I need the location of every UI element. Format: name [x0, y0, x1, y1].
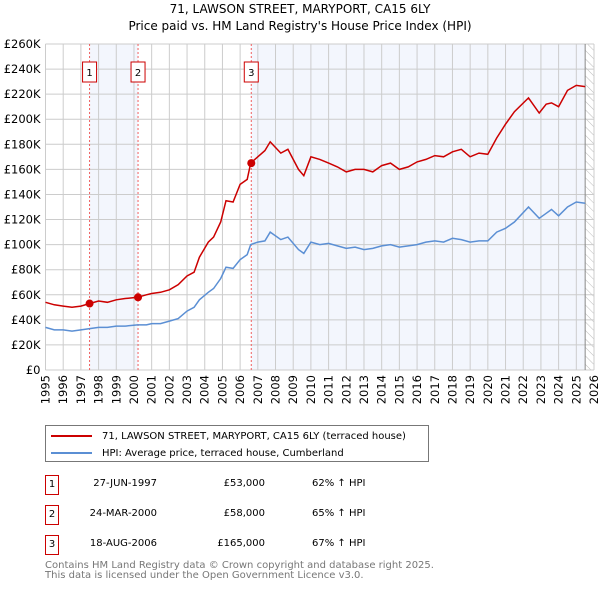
shaded-region-2 — [251, 44, 586, 370]
sale-marker-box-2 — [130, 61, 146, 83]
y-tick-label: £40K — [11, 313, 41, 327]
x-tick-label: 2015 — [392, 375, 406, 404]
price-chart: 1995 1996 1997 1998 1999 2000 2001 2002 2003 2004… — [4, 37, 600, 404]
x-tick-label: 2009 — [286, 375, 300, 404]
x-tick-label: 2010 — [304, 375, 318, 404]
sale-number-badge: 1 — [45, 475, 59, 495]
y-tick-label: £240K — [4, 62, 41, 76]
x-tick-label: 1997 — [74, 375, 88, 404]
x-tick-label: 2011 — [322, 375, 336, 404]
legend-label-hpi: HPI: Average price, terraced house, Cumb… — [102, 447, 344, 459]
x-tick-label: 2021 — [499, 375, 513, 404]
legend-swatch-hpi — [51, 452, 92, 454]
x-tick-label: 2014 — [375, 375, 389, 404]
x-tick-label: 2012 — [339, 375, 353, 404]
x-tick-label: 2001 — [145, 375, 159, 404]
sale-marker-label-2: 2 — [135, 68, 141, 79]
sale-point-3 — [247, 159, 256, 168]
sale-marker-label-1: 1 — [86, 68, 92, 79]
y-tick-label: £80K — [11, 263, 41, 277]
sale-hpi-change: 67% ↑ HPI — [312, 538, 366, 549]
x-tick-label: 2022 — [516, 375, 530, 404]
sale-number-badge: 2 — [45, 505, 59, 525]
x-tick-label: 1996 — [56, 375, 70, 404]
footer: Contains HM Land Registry data © Crown c… — [45, 561, 434, 581]
footer-licence: This data is licensed under the Open Gov… — [45, 570, 364, 581]
forecast-hatch — [585, 44, 594, 370]
legend-swatch-property — [51, 435, 92, 437]
legend: 71, LAWSON STREET, MARYPORT, CA15 6LY (t… — [45, 425, 429, 462]
property-price-line — [45, 84, 586, 309]
x-tick-label: 1995 — [39, 375, 53, 404]
x-tick-label: 2013 — [357, 375, 371, 404]
sale-marker-box-1 — [82, 61, 98, 83]
x-tick-label: 2025 — [569, 375, 583, 404]
y-tick-label: £60K — [11, 288, 41, 302]
y-tick-label: £160K — [4, 162, 41, 176]
x-tick-label: 2008 — [269, 375, 283, 404]
shaded-region-1 — [89, 44, 139, 370]
y-tick-label: £200K — [4, 112, 41, 126]
x-tick-label: 2004 — [198, 375, 212, 404]
x-tick-label: 2006 — [233, 375, 247, 404]
chart-subtitle: Price paid vs. HM Land Registry's House … — [128, 19, 472, 33]
sale-price: £165,000 — [217, 538, 265, 549]
sale-row: 1 27-JUN-1997 £53,000 62% ↑ HPI — [45, 475, 565, 495]
x-tick-label: 1999 — [109, 375, 123, 404]
legend-item-hpi: HPI: Average price, terraced house, Cumb… — [46, 445, 344, 461]
sale-number-badge: 3 — [45, 535, 59, 555]
y-tick-label: £120K — [4, 213, 41, 227]
x-tick-label: 2005 — [215, 375, 229, 404]
x-tick-label: 2002 — [162, 375, 176, 404]
y-tick-label: £180K — [4, 137, 41, 151]
x-tick-label: 2000 — [127, 375, 141, 404]
sale-point-1 — [85, 299, 94, 308]
sale-date: 24-MAR-2000 — [89, 508, 157, 519]
x-tick-label: 2017 — [428, 375, 442, 404]
y-tick-label: £260K — [4, 37, 41, 51]
y-tick-label: £100K — [4, 238, 41, 252]
x-tick-label: 2016 — [410, 375, 424, 404]
sale-hpi-change: 62% ↑ HPI — [312, 478, 366, 489]
sale-point-2 — [134, 293, 143, 302]
x-tick-label: 1998 — [92, 375, 106, 404]
sale-row: 3 18-AUG-2006 £165,000 67% ↑ HPI — [45, 535, 565, 555]
x-tick-label: 2020 — [481, 375, 495, 404]
x-tick-label: 2019 — [463, 375, 477, 404]
sale-hpi-change: 65% ↑ HPI — [312, 508, 366, 519]
legend-item-property: 71, LAWSON STREET, MARYPORT, CA15 6LY (t… — [46, 428, 406, 444]
sale-date: 27-JUN-1997 — [93, 478, 157, 489]
sale-marker-label-3: 3 — [248, 68, 254, 79]
sale-row: 2 24-MAR-2000 £58,000 65% ↑ HPI — [45, 505, 565, 525]
sale-date: 18-AUG-2006 — [89, 538, 157, 549]
sale-price: £58,000 — [223, 508, 265, 519]
x-tick-label: 2003 — [180, 375, 194, 404]
sale-price: £53,000 — [223, 478, 265, 489]
y-tick-label: £0 — [26, 363, 41, 377]
sale-marker-box-3 — [243, 61, 259, 83]
chart-title: 71, LAWSON STREET, MARYPORT, CA15 6LY — [169, 2, 431, 16]
y-tick-label: £140K — [4, 187, 41, 201]
legend-label-property: 71, LAWSON STREET, MARYPORT, CA15 6LY (t… — [102, 430, 406, 442]
x-tick-label: 2007 — [251, 375, 265, 404]
x-tick-label: 2023 — [534, 375, 548, 404]
y-tick-label: £20K — [11, 338, 41, 352]
x-tick-label: 2024 — [552, 375, 566, 404]
hpi-line — [45, 201, 586, 332]
y-tick-label: £220K — [4, 87, 41, 101]
x-tick-label: 2018 — [445, 375, 459, 404]
footer-copyright: Contains HM Land Registry data © Crown c… — [45, 560, 434, 571]
x-tick-label: 2026 — [587, 375, 600, 404]
